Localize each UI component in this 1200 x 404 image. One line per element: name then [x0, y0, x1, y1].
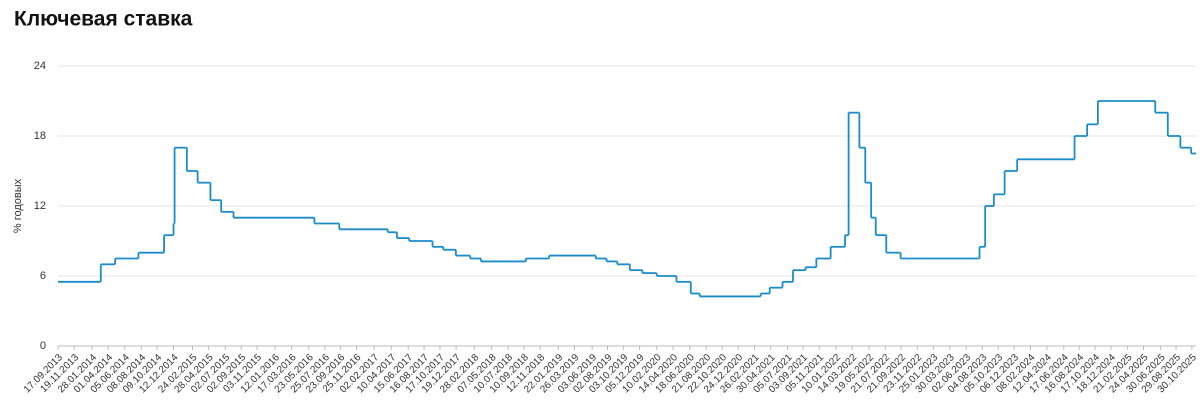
y-axis-label: % годовых — [12, 178, 24, 233]
y-tick-label: 12 — [34, 200, 46, 212]
chart-title: Ключевая ставка — [14, 8, 193, 31]
y-tick-label: 0 — [40, 340, 46, 352]
y-tick-label: 24 — [34, 60, 46, 72]
y-tick-label: 6 — [40, 270, 46, 282]
y-tick-label: 18 — [34, 130, 46, 142]
